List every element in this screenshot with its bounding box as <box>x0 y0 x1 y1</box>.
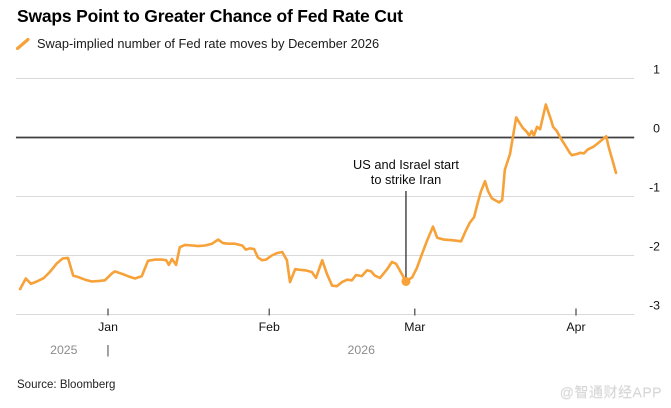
source-label: Source: Bloomberg <box>17 379 116 391</box>
x-axis-label: Mar <box>404 320 425 334</box>
x-axis-label: Apr <box>566 320 585 334</box>
year-label: 2026 <box>348 343 376 357</box>
event-marker-dot <box>401 276 411 286</box>
year-label: 2025 <box>50 343 78 357</box>
y-axis-label: -3 <box>649 299 660 313</box>
series-line <box>18 103 618 291</box>
x-axis-label: Feb <box>259 320 280 334</box>
chart-canvas: 1 0 -1 -2 -3 Jan Feb Mar Apr 2025 2026 | <box>15 63 660 357</box>
annotation-line-1: US and Israel start <box>353 157 459 172</box>
y-axis-label: -1 <box>649 181 660 195</box>
legend-label: Swap-implied number of Fed rate moves by… <box>37 36 380 51</box>
annotation-label: US and Israel start to strike Iran <box>300 157 512 187</box>
chart-title: Swaps Point to Greater Chance of Fed Rat… <box>17 6 403 26</box>
annotation-line-2: to strike Iran <box>370 172 442 187</box>
y-axis-label: -2 <box>649 240 660 254</box>
y-axis-label: 0 <box>653 122 660 136</box>
legend: Swap-implied number of Fed rate moves by… <box>16 36 379 51</box>
watermark-label: @智通财经APP <box>559 384 662 400</box>
x-axis-label: Jan <box>98 320 118 334</box>
legend-slash-icon <box>16 37 30 50</box>
y-axis-label: 1 <box>653 63 660 77</box>
year-divider: | <box>106 343 109 357</box>
